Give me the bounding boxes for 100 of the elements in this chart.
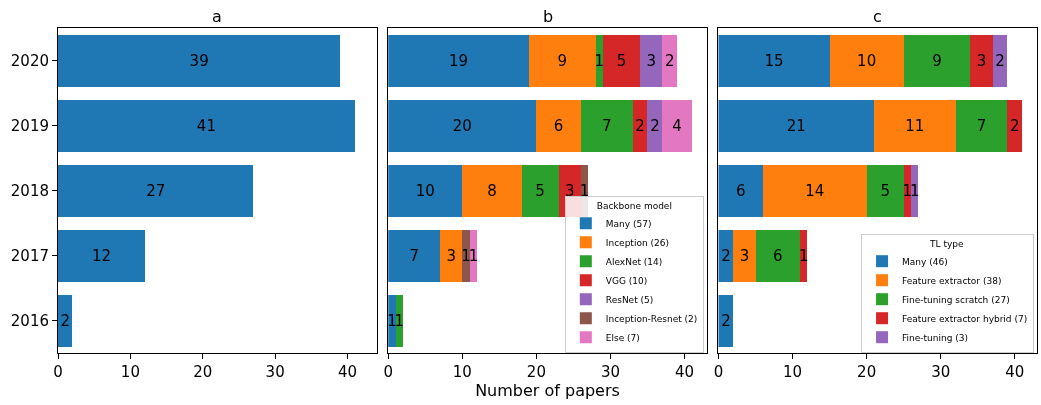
data-label: 5 [535, 181, 545, 200]
legend-label: VGG (10) [605, 275, 648, 286]
data-label: 1 [579, 181, 590, 200]
y-tick-label: 2016 [10, 311, 49, 330]
x-tick-label: 30 [600, 363, 621, 381]
data-label: 15 [764, 51, 784, 70]
data-label: 6 [553, 116, 564, 135]
data-label: 2 [650, 116, 660, 135]
data-label: 5 [616, 51, 627, 70]
data-label: 10 [415, 181, 435, 200]
bar [388, 99, 537, 152]
data-label: 21 [786, 116, 806, 135]
bar [718, 34, 830, 87]
bar [462, 229, 470, 282]
legend-label: Inception (26) [605, 237, 669, 248]
data-label: 20 [452, 116, 472, 135]
x-axis-title: Number of papers [475, 381, 620, 400]
data-label: 1 [468, 246, 479, 265]
bar [528, 34, 596, 87]
data-label: 3 [646, 51, 656, 70]
bar [955, 99, 1008, 152]
bar [440, 229, 463, 282]
bar [580, 99, 633, 152]
x-tick-label: 20 [857, 363, 877, 381]
chart-title: a [212, 7, 222, 26]
bar [388, 34, 529, 87]
data-label: 1 [387, 311, 397, 330]
data-label: 2 [60, 311, 71, 330]
bar [970, 34, 993, 87]
legend-label: AlexNet (14) [605, 256, 663, 267]
x-tick-label: 20 [526, 363, 546, 381]
bar [733, 229, 756, 282]
bar [647, 99, 663, 152]
bar [58, 164, 254, 217]
data-label: 3 [446, 246, 456, 265]
bar [58, 99, 355, 152]
data-label: 27 [146, 181, 166, 200]
bar [536, 99, 581, 152]
data-label: 9 [932, 51, 942, 70]
bar [58, 34, 341, 87]
bar [58, 229, 145, 282]
x-tick-label: 40 [674, 363, 695, 381]
legend-title: Backbone model [596, 200, 672, 211]
data-label: 10 [857, 51, 877, 70]
bar [718, 164, 763, 217]
data-label: 3 [564, 181, 575, 200]
bar [903, 34, 971, 87]
bar [829, 34, 904, 87]
bar [640, 34, 663, 87]
bar [662, 99, 692, 152]
bar [1007, 99, 1023, 152]
bar [718, 99, 875, 152]
chart-title: b [543, 7, 554, 26]
x-tick-label: 30 [265, 363, 285, 381]
data-label: 7 [409, 246, 419, 265]
data-label: 3 [739, 246, 750, 265]
data-label: 2 [721, 311, 731, 330]
x-tick-label: 10 [120, 363, 140, 381]
data-label: 1 [394, 311, 405, 330]
data-label: 7 [976, 116, 987, 135]
data-label: 8 [487, 181, 497, 200]
legend-label: Else (7) [605, 332, 640, 343]
y-tick-label: 2017 [10, 246, 49, 265]
bar [662, 34, 678, 87]
data-label: 11 [905, 116, 925, 135]
data-label: 1 [461, 246, 471, 265]
data-label: 2 [635, 116, 645, 135]
bar [866, 164, 904, 217]
data-label: 2 [664, 51, 675, 70]
data-label: 2 [1010, 116, 1020, 135]
legend-label: ResNet (5) [605, 294, 654, 305]
data-label: 39 [189, 51, 209, 70]
data-label: 4 [672, 116, 682, 135]
bar [521, 164, 559, 217]
data-label: 6 [735, 181, 746, 200]
legend-label: Fine-tuning (3) [902, 332, 969, 343]
legend-label: Feature extractor hybrid (7) [902, 313, 1028, 324]
legend-label: Fine-tuning scratch (27) [902, 294, 1010, 305]
x-tick-label: 0 [713, 363, 724, 381]
legend-label: Many (46) [902, 256, 948, 267]
data-label: 7 [601, 116, 612, 135]
x-tick-label: 10 [452, 363, 472, 381]
data-label: 3 [976, 51, 987, 70]
data-label: 5 [880, 181, 890, 200]
legend-title: TL type [929, 238, 965, 249]
bar [874, 99, 956, 152]
data-label: 14 [805, 181, 825, 200]
data-label: 1 [594, 51, 605, 70]
legend-label: Inception-Resnet (2) [605, 313, 698, 324]
bar [762, 164, 867, 217]
x-tick-label: 40 [338, 363, 358, 381]
x-tick-label: 30 [931, 363, 951, 381]
x-tick-label: 40 [1005, 363, 1025, 381]
bar [755, 229, 800, 282]
bar [388, 164, 463, 217]
x-tick-label: 0 [53, 363, 63, 381]
data-label: 2 [995, 51, 1005, 70]
y-tick-label: 2018 [10, 181, 49, 200]
y-tick-label: 2020 [10, 51, 49, 70]
data-label: 9 [557, 51, 568, 70]
